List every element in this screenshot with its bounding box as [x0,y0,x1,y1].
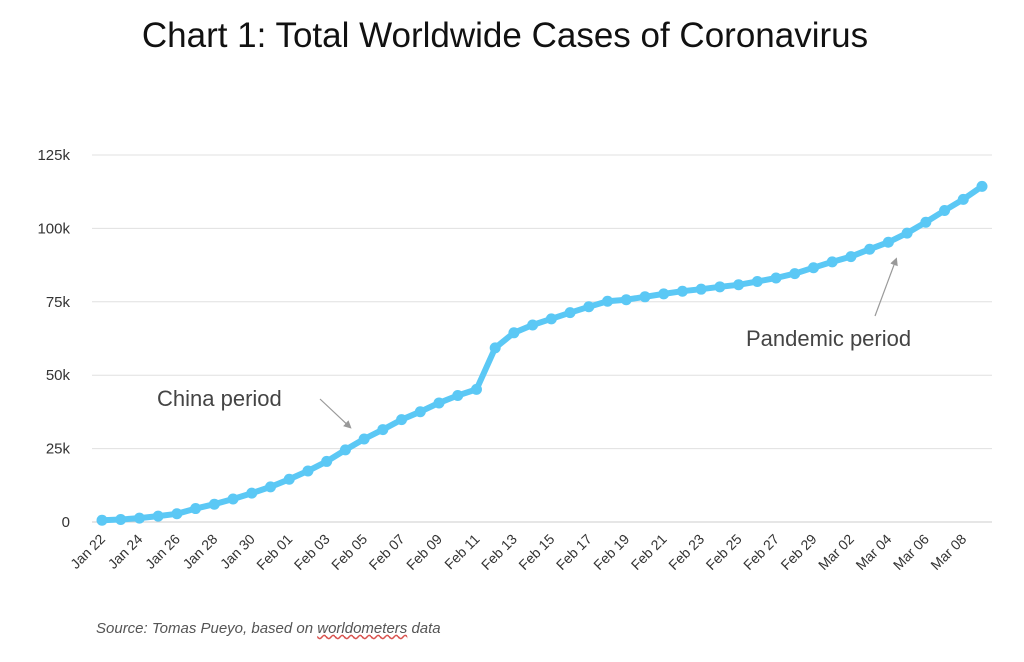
data-point [208,498,220,510]
y-tick-label: 125k [37,147,70,164]
data-point [751,276,763,288]
x-tick-label: Feb 07 [366,531,408,573]
data-point [152,510,164,522]
data-point [171,508,183,520]
data-point [452,389,464,401]
y-tick-label: 0 [62,514,70,531]
annotation-arrow-pandemic [874,257,898,317]
data-point [489,342,501,354]
x-tick-label: Feb 17 [553,531,595,573]
x-tick-label: Feb 19 [590,531,632,573]
y-tick-label: 25k [46,441,71,458]
data-point [714,281,726,293]
series-line-path [99,183,985,524]
chart-title: Chart 1: Total Worldwide Cases of Corona… [141,16,869,55]
x-tick-label: Feb 25 [703,531,745,573]
y-tick-label: 75k [46,294,71,311]
x-tick-label: Mar 06 [890,531,932,573]
data-point [508,327,520,339]
x-tick-label: Feb 01 [253,531,295,573]
data-point [882,236,894,248]
data-point [377,424,389,436]
x-tick-label: Mar 04 [852,531,894,573]
data-point [733,279,745,291]
data-point [845,251,857,263]
x-tick-label: Feb 27 [740,531,782,573]
data-point [957,193,969,205]
y-tick-label: 100k [37,220,70,237]
data-point [433,397,445,409]
annotations: China period Pandemic period [157,257,911,429]
x-tick-label: Mar 08 [927,531,969,573]
data-point [564,307,576,319]
x-tick-label: Jan 26 [142,531,183,572]
x-tick-label: Jan 30 [217,531,258,572]
source-note: Source: Tomas Pueyo, based on worldomete… [96,620,441,637]
data-point [939,204,951,216]
data-point [470,383,482,395]
x-tick-label: Feb 05 [328,531,370,573]
data-point [396,414,408,426]
x-tick-label: Feb 23 [665,531,707,573]
source-underlined: worldometers [317,620,408,637]
data-point [639,291,651,303]
gridlines [92,154,992,523]
data-point [976,180,988,192]
data-point [901,227,913,239]
x-tick-label: Feb 15 [515,531,557,573]
data-point [583,301,595,313]
data-point [545,313,557,325]
data-point [826,256,838,268]
data-point [115,514,127,526]
x-tick-label: Feb 03 [291,531,333,573]
data-point [864,243,876,255]
series-line [99,183,985,524]
x-tick-label: Jan 24 [105,531,146,572]
data-point [658,288,670,300]
y-tick-label: 50k [46,367,71,384]
data-point [920,216,932,228]
annotation-arrow-china [319,398,352,429]
data-point [321,455,333,467]
series-points [96,180,988,526]
data-point [302,465,314,477]
data-point [133,512,145,524]
data-point [807,262,819,274]
data-point [265,481,277,493]
source-prefix: Source: Tomas Pueyo, based on [96,620,318,637]
data-point [770,272,782,284]
annotation-china-period: China period [157,386,282,411]
x-tick-label: Feb 09 [403,531,445,573]
source-suffix: data [407,620,441,637]
x-tick-label: Feb 29 [777,531,819,573]
data-point [414,406,426,418]
data-point [96,514,108,526]
data-point [527,319,539,331]
data-point [602,295,614,307]
data-point [789,268,801,280]
data-point [190,503,202,515]
data-point [227,493,239,505]
data-point [695,283,707,295]
data-point [676,285,688,297]
x-tick-label: Jan 28 [179,531,220,572]
x-tick-label: Feb 11 [441,531,483,573]
annotation-pandemic-period: Pandemic period [746,326,911,351]
data-point [358,433,370,445]
data-point [246,487,258,499]
x-tick-label: Jan 22 [67,531,108,572]
data-point [283,473,295,485]
x-tick-label: Feb 13 [478,531,520,573]
x-tick-label: Feb 21 [628,531,670,573]
data-point [339,444,351,456]
data-point [620,294,632,306]
y-axis-ticks: 0 25k 50k 75k 100k 125k [37,147,70,531]
x-tick-label: Mar 02 [815,531,857,573]
